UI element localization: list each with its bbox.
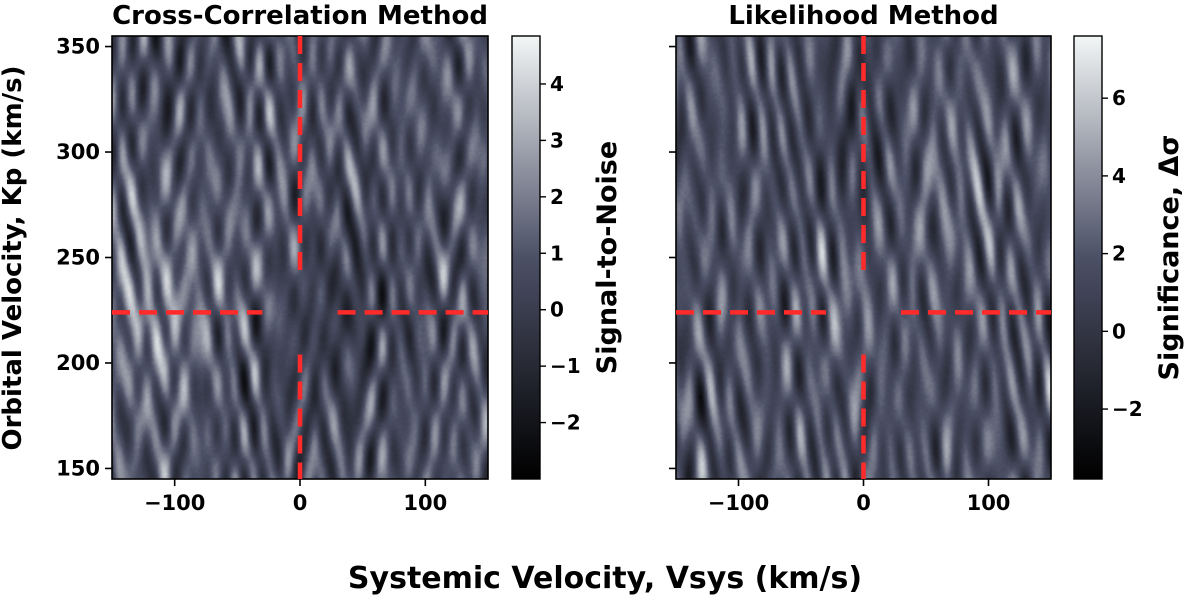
colorbar-gradient xyxy=(1073,35,1103,480)
colorbar-tick-label: 6 xyxy=(1112,86,1126,110)
y-tick-label: 150 xyxy=(56,456,100,480)
colorbar-tick-label: 1 xyxy=(550,241,564,265)
shared-y-axis-label: Orbital Velocity, Kp (km/s) xyxy=(0,65,28,450)
colorbar: −2 0 2 4 6 Significance, Δσ xyxy=(1073,35,1185,480)
x-tick-label: −100 xyxy=(708,491,769,515)
colorbar-tick-label: 0 xyxy=(550,298,564,322)
x-tick-label: 100 xyxy=(403,491,447,515)
colorbar-label: Signal-to-Noise xyxy=(592,141,623,374)
colorbar-label: Significance, Δσ xyxy=(1154,135,1185,381)
y-tick-label: 200 xyxy=(56,351,100,375)
colorbar-tick-label: −2 xyxy=(1112,397,1143,421)
colorbar-tick-label: 4 xyxy=(1112,164,1126,188)
panel-title: Likelihood Method xyxy=(728,1,998,31)
y-tick-label: 250 xyxy=(56,246,100,270)
y-tick-label: 350 xyxy=(56,35,100,59)
colorbar-tick-label: 0 xyxy=(1112,319,1126,343)
x-tick-label: 100 xyxy=(967,491,1011,515)
colorbar-tick-label: 4 xyxy=(550,72,564,96)
colorbar-tick-label: 2 xyxy=(550,185,564,209)
x-tick-label: −100 xyxy=(144,491,205,515)
colorbar-tick-label: 2 xyxy=(1112,242,1126,266)
colorbar-tick-label: −2 xyxy=(550,411,581,435)
panel-title: Cross-Correlation Method xyxy=(112,1,488,31)
heatmap-panel-1: Cross-Correlation Method −100 0 100 150 200 25… xyxy=(56,1,623,515)
heatmap-panel-2: Likelihood Method −100 0 100 −2 0 2 4 6 Significa… xyxy=(669,1,1185,515)
x-tick-label: 0 xyxy=(293,491,308,515)
y-tick-label: 300 xyxy=(56,140,100,164)
colorbar: −2 −1 0 1 2 3 4 Signal-to-Noise xyxy=(511,35,623,480)
colorbar-gradient xyxy=(511,35,541,480)
colorbar-tick-label: 3 xyxy=(550,128,564,152)
x-tick-label: 0 xyxy=(856,491,871,515)
shared-x-axis-label: Systemic Velocity, Vsys (km/s) xyxy=(348,561,862,596)
colorbar-tick-label: −1 xyxy=(550,354,581,378)
